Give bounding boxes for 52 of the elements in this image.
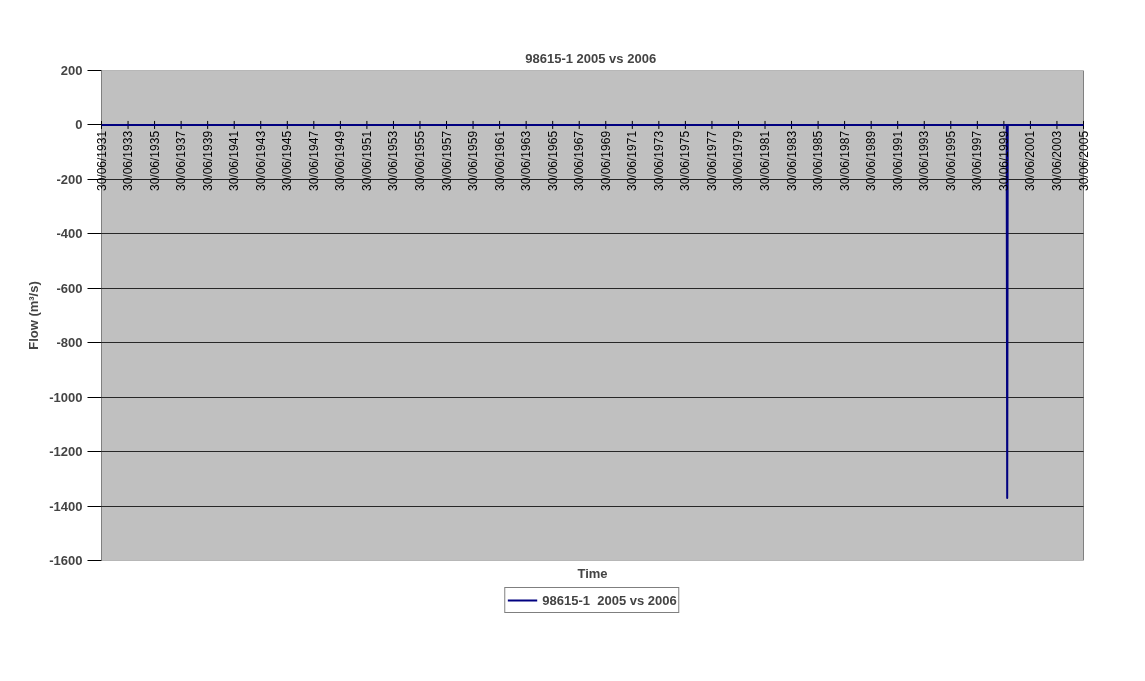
x-tick-label: 30/06/1967: [572, 130, 587, 191]
x-tick-label: 30/06/1949: [333, 130, 348, 191]
x-tick-label: 30/06/1941: [227, 130, 242, 191]
x-tick-label: 30/06/1961: [492, 130, 507, 191]
x-tick-label: 30/06/1965: [545, 130, 560, 191]
x-tick-label: 30/06/2003: [1049, 130, 1064, 191]
chart-title: 98615-1 2005 vs 2006: [525, 50, 657, 66]
x-tick-label: 30/06/1955: [412, 130, 427, 191]
y-tick-label: 0: [75, 117, 83, 133]
x-tick-label: 30/06/1975: [678, 130, 693, 191]
x-tick-label: 30/06/1987: [837, 130, 852, 191]
y-tick-label: -600: [56, 280, 83, 296]
x-tick-label: 30/06/1959: [466, 130, 481, 191]
x-tick-label: 30/06/2005: [1076, 130, 1091, 191]
y-tick-label: 200: [60, 63, 83, 78]
x-tick-label: 30/06/1973: [651, 130, 666, 191]
x-tick-label: 30/06/1993: [917, 130, 932, 191]
x-tick-label: 30/06/1951: [359, 130, 374, 191]
y-tick-label: -1400: [49, 498, 83, 514]
x-tick-label: 30/06/1963: [519, 130, 534, 191]
y-tick-label: -400: [56, 226, 83, 242]
x-tick-label: 30/06/1981: [758, 130, 773, 191]
x-tick-label: 30/06/1957: [439, 130, 454, 191]
x-tick-label: 30/06/1947: [306, 130, 321, 191]
x-tick-label: 30/06/2001: [1023, 130, 1038, 191]
y-tick-label: -1000: [49, 389, 83, 405]
x-tick-label: 30/06/1997: [970, 130, 985, 191]
x-tick-label: 30/06/1983: [784, 130, 799, 191]
y-axis-title: Flow (m³/s): [26, 281, 42, 350]
x-tick-label: 30/06/1995: [943, 130, 958, 191]
y-tick-label: -1200: [49, 444, 83, 460]
x-tick-label: 30/06/1933: [121, 130, 136, 191]
x-tick-label: 30/06/1989: [864, 130, 879, 191]
x-tick-label: 30/06/1991: [890, 130, 905, 191]
x-tick-label: 30/06/1931: [94, 130, 109, 191]
x-tick-label: 30/06/1971: [625, 130, 640, 191]
x-tick-label: 30/06/1939: [200, 130, 215, 191]
x-axis-title: Time: [577, 565, 608, 581]
x-tick-label: 30/06/1985: [811, 130, 826, 191]
y-tick-label: -1600: [49, 553, 83, 568]
x-tick-label: 30/06/1999: [996, 130, 1011, 191]
legend-label: 98615-1 2005 vs 2006: [542, 592, 677, 608]
y-tick-label: -800: [56, 335, 83, 351]
x-tick-label: 30/06/1969: [598, 130, 613, 191]
x-tick-label: 30/06/1945: [280, 130, 295, 191]
x-tick-label: 30/06/1977: [704, 130, 719, 191]
x-tick-label: 30/06/1953: [386, 130, 401, 191]
x-tick-label: 30/06/1935: [147, 130, 162, 191]
x-tick-label: 30/06/1979: [731, 130, 746, 191]
x-tick-label: 30/06/1937: [174, 130, 189, 191]
y-tick-label: -200: [56, 171, 83, 187]
x-tick-label: 30/06/1943: [253, 130, 268, 191]
